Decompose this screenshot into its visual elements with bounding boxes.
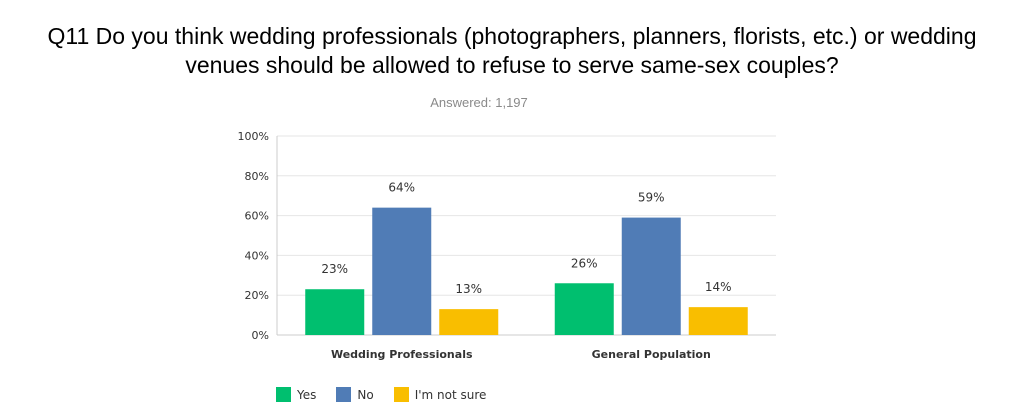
legend-item: Yes [276,387,316,402]
bar [554,283,614,335]
bar [372,207,432,335]
bar [688,307,748,335]
legend-label: No [357,387,374,402]
chart-legend: Yes No I'm not sure [276,387,506,402]
legend-swatch [276,387,291,402]
answered-count: Answered: 1,197 [430,95,528,110]
data-label: 23% [321,262,348,276]
bar [439,309,499,335]
y-tick-label: 0% [252,329,269,342]
bar [621,217,681,335]
y-tick-label: 80% [245,170,269,183]
legend-swatch [336,387,352,402]
x-category-label: General Population [592,348,711,361]
y-tick-label: 40% [245,249,269,262]
chart-title-line-2: venues should be allowed to refuse to se… [185,52,839,78]
data-label: 14% [705,280,732,294]
legend-label: I'm not sure [414,387,487,402]
x-category-label: Wedding Professionals [331,348,473,361]
y-tick-label: 20% [245,289,269,302]
chart-title-line-1: Q11 Do you think wedding professionals (… [47,23,977,49]
data-label: 64% [388,181,415,195]
data-label: 26% [571,256,598,270]
data-label: 13% [455,282,482,296]
data-label: 59% [638,191,665,205]
chart-title: Q11 Do you think wedding professionals (… [0,22,1024,80]
legend-swatch [393,387,409,402]
legend-label: Yes [297,387,317,402]
legend-item: I'm not sure [393,387,487,402]
legend-item: No [336,387,374,402]
y-tick-label: 60% [245,210,269,223]
bar [305,289,365,335]
y-tick-label: 100% [238,130,269,143]
